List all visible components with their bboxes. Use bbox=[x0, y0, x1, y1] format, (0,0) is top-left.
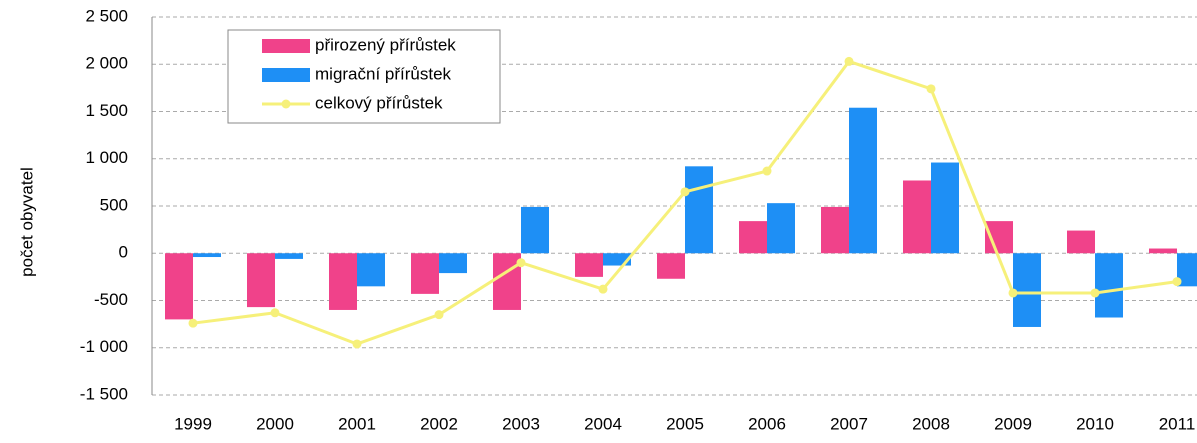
bar bbox=[165, 253, 193, 320]
point bbox=[516, 258, 526, 268]
point bbox=[762, 166, 772, 176]
bar bbox=[1067, 230, 1095, 254]
x-tick-label: 2007 bbox=[830, 414, 868, 433]
bar bbox=[1149, 248, 1177, 254]
bar bbox=[411, 253, 439, 294]
x-tick-label: 2009 bbox=[994, 414, 1032, 433]
point bbox=[926, 84, 936, 94]
x-tick-label: 2011 bbox=[1159, 414, 1196, 433]
y-axis-label: počet obyvatel bbox=[17, 167, 36, 277]
legend-label: celkový přírůstek bbox=[315, 93, 443, 112]
point bbox=[434, 310, 444, 320]
y-tick-label: -500 bbox=[94, 290, 128, 309]
x-tick-label: 2002 bbox=[420, 414, 458, 433]
point bbox=[598, 284, 608, 294]
bar bbox=[849, 107, 877, 254]
bar bbox=[657, 253, 685, 279]
x-tick-label: 2005 bbox=[666, 414, 704, 433]
bar bbox=[329, 253, 357, 310]
bar bbox=[1013, 253, 1041, 327]
bar bbox=[931, 162, 959, 254]
y-tick-label: 2 500 bbox=[85, 6, 128, 25]
bar bbox=[767, 203, 795, 254]
x-tick-label: 2003 bbox=[502, 414, 540, 433]
bar bbox=[193, 253, 221, 258]
point bbox=[1172, 277, 1182, 287]
point bbox=[680, 187, 690, 197]
bar bbox=[575, 253, 603, 277]
point bbox=[1090, 288, 1100, 298]
x-tick-label: 2010 bbox=[1076, 414, 1114, 433]
point bbox=[188, 318, 198, 328]
x-tick-label: 2004 bbox=[584, 414, 622, 433]
bar bbox=[247, 253, 275, 308]
bar bbox=[275, 253, 303, 259]
y-tick-label: 2 000 bbox=[85, 54, 128, 73]
legend-swatch bbox=[281, 99, 291, 109]
y-tick-label: 1 500 bbox=[85, 101, 128, 120]
bar bbox=[439, 253, 467, 274]
x-tick-label: 1999 bbox=[174, 414, 212, 433]
bar bbox=[1095, 253, 1123, 318]
y-tick-label: -1 000 bbox=[80, 337, 128, 356]
legend-swatch bbox=[262, 68, 310, 82]
bar bbox=[903, 180, 931, 254]
bar bbox=[493, 253, 521, 310]
bar bbox=[821, 206, 849, 254]
bar bbox=[685, 166, 713, 254]
x-tick-label: 2006 bbox=[748, 414, 786, 433]
y-tick-label: 500 bbox=[100, 195, 128, 214]
x-tick-label: 2001 bbox=[338, 414, 376, 433]
bar bbox=[1177, 253, 1197, 287]
x-tick-label: 2008 bbox=[912, 414, 950, 433]
point bbox=[352, 339, 362, 349]
y-tick-label: -1 500 bbox=[80, 384, 128, 403]
point bbox=[270, 308, 280, 318]
x-tick-label: 2000 bbox=[256, 414, 294, 433]
legend-swatch bbox=[262, 39, 310, 53]
point bbox=[1008, 288, 1018, 298]
point bbox=[844, 56, 854, 66]
legend-label: migrační přírůstek bbox=[315, 64, 452, 83]
bar bbox=[739, 221, 767, 254]
bar bbox=[357, 253, 385, 287]
bar bbox=[521, 206, 549, 254]
y-tick-label: 1 000 bbox=[85, 148, 128, 167]
legend-label: přirozený přírůstek bbox=[315, 35, 456, 54]
y-tick-label: 0 bbox=[119, 243, 128, 262]
